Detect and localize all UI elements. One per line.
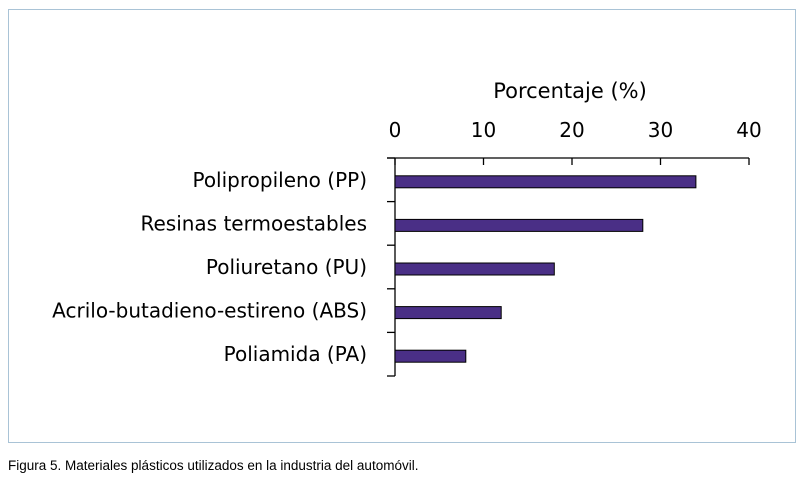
x-axis: 0 10 20 30 40: [387, 118, 762, 165]
category-label: Acrilo-butadieno-estireno (ABS): [52, 299, 367, 323]
category-label: Poliamida (PA): [224, 342, 367, 366]
bar: [394, 218, 644, 232]
category-label: Poliuretano (PU): [206, 255, 367, 279]
x-tick-label: 30: [648, 118, 673, 142]
y-axis: [387, 157, 396, 377]
bar: [394, 306, 502, 320]
x-tick-label: 40: [736, 118, 761, 142]
bar: [394, 349, 467, 363]
x-tick-label: 20: [559, 118, 584, 142]
figure-caption: Figura 5. Materiales plásticos utilizado…: [8, 458, 419, 473]
x-tick-label: 10: [471, 118, 496, 142]
x-axis-title: Porcentaje (%): [493, 79, 647, 103]
bar-chart: 0 10 20 30 40 Polipropileno (PP) Resinas term…: [52, 79, 762, 377]
category-label: Polipropileno (PP): [192, 168, 367, 192]
category-labels: Polipropileno (PP) Resinas termoestables P…: [52, 168, 367, 366]
x-tick-label: 0: [389, 118, 402, 142]
bar: [394, 262, 555, 276]
category-label: Resinas termoestables: [140, 211, 367, 235]
bar: [394, 175, 697, 189]
bars: [394, 175, 697, 363]
